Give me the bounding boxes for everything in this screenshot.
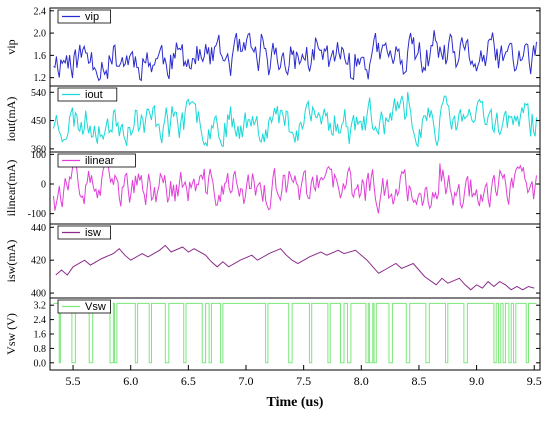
y-tick-label: 0.8 — [34, 344, 47, 355]
y-axis-label: isw(mA) — [4, 240, 18, 283]
x-tick-label: 9.0 — [469, 374, 484, 388]
x-axis: 5.5 6.0 6.5 7.0 7.5 8.0 8.5 9.0 9.5 Time (us) — [66, 365, 542, 410]
legend-box — [57, 87, 118, 102]
legend-box — [57, 9, 111, 24]
panel-vip: 1.2 1.6 2.0 2.4 vip vip — [4, 6, 541, 87]
x-axis-label: Time (us) — [267, 395, 324, 410]
y-tick-label: -100 — [28, 209, 46, 220]
plot-area — [53, 30, 537, 82]
plot-area — [55, 244, 535, 291]
y-tick-label: 1.6 — [34, 330, 47, 341]
x-tick-label: 7.5 — [296, 374, 311, 388]
series-line-isw — [55, 244, 535, 291]
plot-area — [53, 302, 537, 364]
y-tick-label: 400 — [31, 289, 46, 300]
plot-area — [53, 160, 537, 214]
legend: Vsw — [57, 299, 111, 314]
legend-box — [57, 225, 111, 240]
y-tick-label: 1.6 — [34, 51, 47, 62]
series-line-vip — [53, 30, 537, 82]
legend: isw — [57, 225, 111, 240]
x-tick-label: 6.5 — [181, 374, 196, 388]
y-tick-label: 2.4 — [34, 6, 47, 17]
panel-iout: 360 450 540 iout(mA) iout — [4, 85, 541, 155]
panel-Vsw: 0.0 0.8 1.6 2.4 3.2 Vsw (V) Vsw — [4, 297, 541, 371]
y-axis-label: ilinear(mA) — [4, 160, 18, 217]
legend-label: iout — [85, 89, 103, 101]
legend: ilinear — [57, 153, 136, 168]
legend: vip — [57, 9, 111, 24]
legend-label: ilinear — [85, 155, 115, 167]
x-tick-label: 5.5 — [66, 374, 81, 388]
legend: iout — [57, 87, 118, 102]
plot-area — [53, 92, 537, 148]
y-tick-label: 0.0 — [34, 358, 47, 369]
y-tick-label: 2.4 — [34, 315, 47, 326]
panel-ilinear: -100 0 100 ilinear(mA) ilinear — [4, 150, 541, 225]
x-tick-label: 6.0 — [123, 374, 138, 388]
legend-box — [57, 299, 111, 314]
x-tick-label: 9.5 — [527, 374, 542, 388]
legend-label: Vsw — [85, 301, 106, 313]
legend-label: isw — [85, 227, 101, 239]
y-axis-label: iout(mA) — [4, 97, 18, 142]
panel-frame — [49, 223, 541, 299]
y-axis-label: vip — [4, 39, 18, 54]
x-tick-label: 7.0 — [239, 374, 254, 388]
y-tick-label: 360 — [31, 144, 46, 155]
y-tick-label: 450 — [31, 116, 46, 127]
legend-label: vip — [85, 11, 99, 23]
y-tick-label: 440 — [31, 223, 46, 234]
y-tick-label: 100 — [31, 150, 46, 161]
series-line-iout — [53, 92, 537, 148]
x-tick-label: 8.5 — [411, 374, 426, 388]
x-tick-label: 8.0 — [354, 374, 369, 388]
panel-frame — [49, 297, 541, 371]
panel-isw: 400 420 440 isw(mA) isw — [4, 223, 541, 300]
y-tick-label: 540 — [31, 88, 46, 99]
panel-frame — [49, 7, 541, 87]
y-tick-label: 3.2 — [34, 301, 47, 312]
series-line-Vsw — [53, 302, 537, 364]
y-tick-label: 1.2 — [34, 73, 47, 84]
y-tick-label: 420 — [31, 256, 46, 267]
legend-box — [57, 153, 136, 168]
series-line-ilinear — [53, 160, 537, 214]
y-tick-label: 2.0 — [34, 29, 47, 40]
y-axis-label: Vsw (V) — [4, 313, 18, 355]
y-tick-label: 0 — [41, 180, 46, 191]
